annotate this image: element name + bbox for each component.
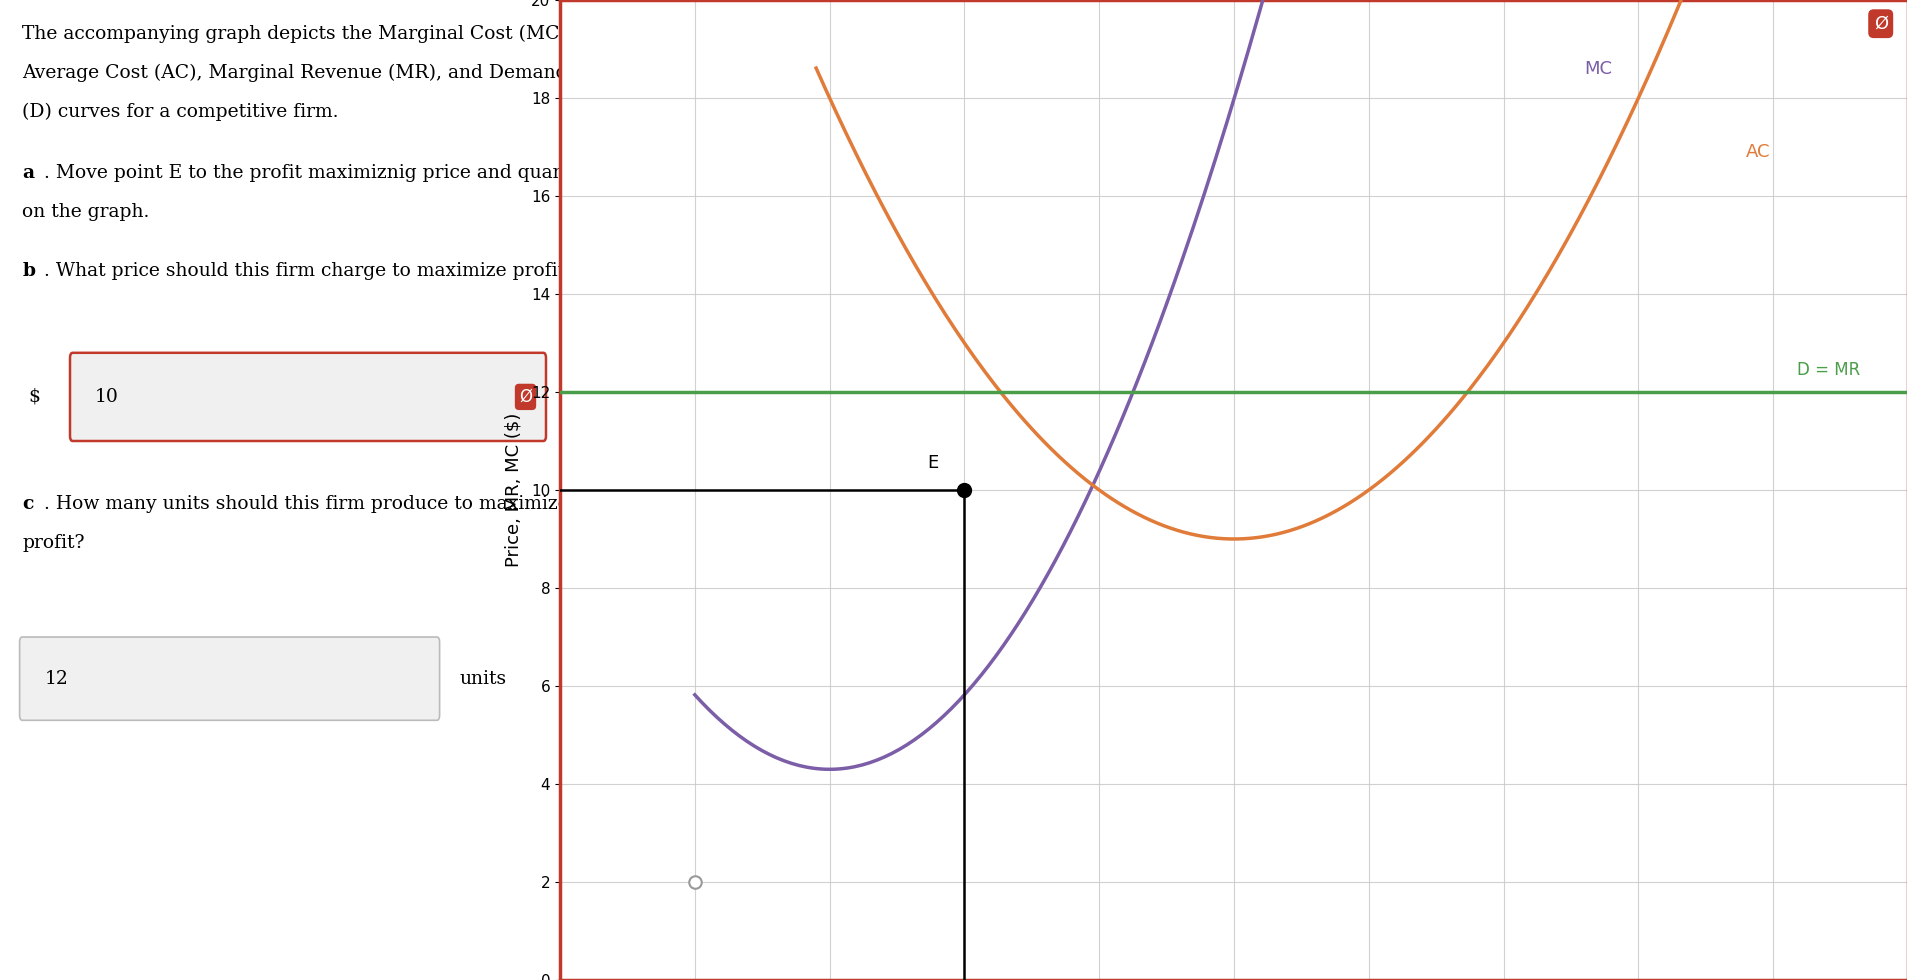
- FancyBboxPatch shape: [71, 353, 545, 441]
- Text: profit?: profit?: [23, 534, 84, 552]
- Text: AC: AC: [1745, 143, 1770, 161]
- Text: . How many units should this firm produce to maximize: . How many units should this firm produc…: [44, 495, 568, 513]
- Text: on the graph.: on the graph.: [23, 203, 149, 220]
- Text: E: E: [927, 454, 938, 472]
- Text: D = MR: D = MR: [1796, 361, 1859, 379]
- Text: 12: 12: [44, 669, 69, 688]
- Text: b: b: [23, 262, 36, 279]
- FancyBboxPatch shape: [19, 637, 439, 720]
- Text: Average Cost (AC), Marginal Revenue (MR), and Demand: Average Cost (AC), Marginal Revenue (MR)…: [23, 64, 568, 82]
- Text: $: $: [29, 388, 40, 406]
- Text: a: a: [23, 164, 34, 181]
- Text: . What price should this firm charge to maximize profit?: . What price should this firm charge to …: [44, 262, 574, 279]
- Text: Ø: Ø: [519, 388, 532, 406]
- Text: 10: 10: [95, 388, 118, 406]
- Text: The accompanying graph depicts the Marginal Cost (MC),: The accompanying graph depicts the Margi…: [23, 24, 572, 43]
- Text: MC: MC: [1583, 60, 1611, 77]
- Text: (D) curves for a competitive firm.: (D) curves for a competitive firm.: [23, 103, 339, 122]
- Y-axis label: Price, MR, MC ($): Price, MR, MC ($): [503, 413, 523, 567]
- Text: Ø: Ø: [1873, 15, 1886, 32]
- Text: . Move point E to the profit maximiznig price and quantity: . Move point E to the profit maximiznig …: [44, 164, 595, 181]
- Text: c: c: [23, 495, 34, 513]
- Text: units: units: [460, 669, 505, 688]
